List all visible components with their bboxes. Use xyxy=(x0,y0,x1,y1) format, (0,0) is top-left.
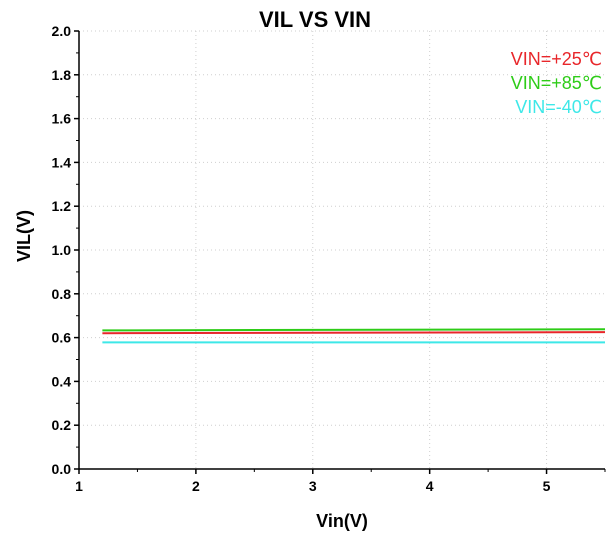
y-tick-label: 1.8 xyxy=(52,67,72,83)
legend-entry: VIN=-40℃ xyxy=(515,97,602,117)
x-tick-label: 2 xyxy=(192,478,200,494)
x-tick-label: 1 xyxy=(75,478,83,494)
x-tick-label: 4 xyxy=(426,478,434,494)
series-line xyxy=(102,328,606,332)
legend: VIN=+25℃ VIN=+85℃ VIN=-40℃ xyxy=(511,49,602,117)
y-tick-label: 0.0 xyxy=(52,461,72,477)
ticks: 0.0 0.2 0.4 0.6 0.8 1.0 1.2 1.4 1.6 1.8 2.0 1 2 3 4 5 xyxy=(52,23,606,494)
y-tick-label: 1.2 xyxy=(52,198,72,214)
y-tick-label: 2.0 xyxy=(52,23,72,39)
series-line xyxy=(102,331,606,335)
x-axis-label: Vin(V) xyxy=(316,511,368,531)
chart-title: VIL VS VIN xyxy=(259,7,371,32)
y-tick-label: 1.6 xyxy=(52,111,72,127)
y-axis-label: VIL(V) xyxy=(14,210,34,262)
legend-entry: VIN=+25℃ xyxy=(511,49,602,69)
y-tick-label: 1.4 xyxy=(52,154,72,170)
y-tick-label: 1.0 xyxy=(52,242,72,258)
y-tick-label: 0.2 xyxy=(52,417,72,433)
legend-entry: VIN=+85℃ xyxy=(511,73,602,93)
y-tick-label: 0.6 xyxy=(52,330,72,346)
x-tick-label: 3 xyxy=(309,478,317,494)
y-tick-label: 0.8 xyxy=(52,286,72,302)
y-tick-label: 0.4 xyxy=(52,373,72,389)
plot-lines xyxy=(102,328,606,344)
x-tick-label: 5 xyxy=(543,478,551,494)
